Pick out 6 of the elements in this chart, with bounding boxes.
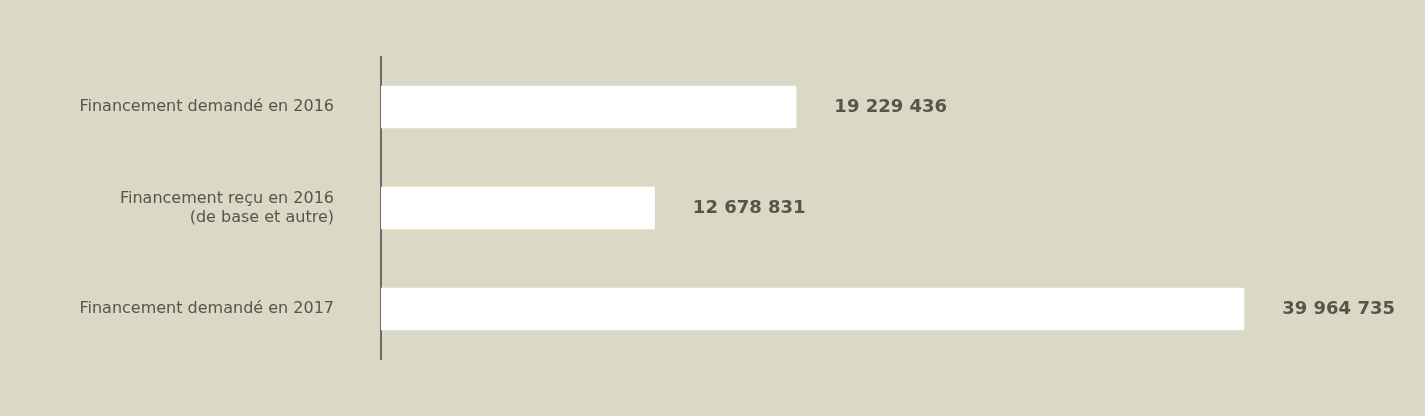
y-tick-label: Financement demandé en 2016 <box>79 96 334 116</box>
data-label: 39 964 735 <box>1282 296 1395 318</box>
y-tick-label: Financement demandé en 2017 <box>79 298 334 318</box>
data-label: 19 229 436 <box>834 94 948 116</box>
y-tick-label: Financement reçu en 2016 (de base et autre) <box>119 187 334 226</box>
data-label: 12 678 831 <box>692 195 806 217</box>
